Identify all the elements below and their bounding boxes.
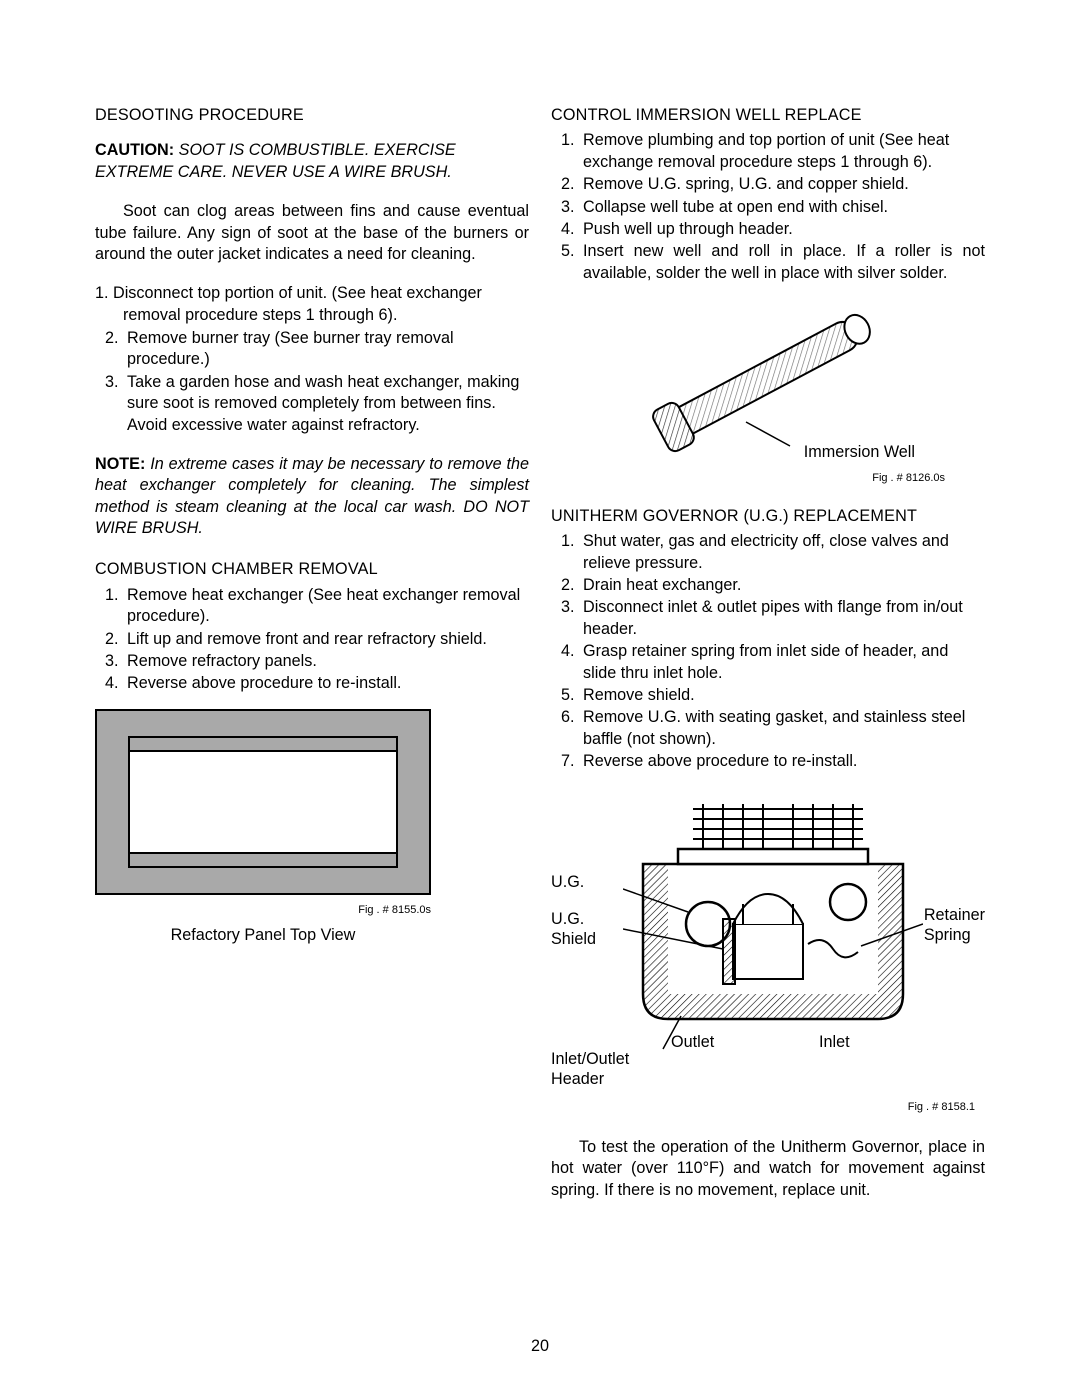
desooting-heading: DESOOTING PROCEDURE bbox=[95, 105, 529, 126]
ug-heading: UNITHERM GOVERNOR (U.G.) REPLACEMENT bbox=[551, 506, 985, 527]
desooting-step-1-cont: removal procedure steps 1 through 6). bbox=[123, 305, 529, 326]
caution-label: CAUTION: bbox=[95, 141, 174, 159]
desooting-step-1-line: 1. Disconnect top portion of unit. (See … bbox=[95, 283, 529, 304]
ug-fig-ref: Fig . # 8158.1 bbox=[551, 1100, 985, 1115]
caution-block: CAUTION: SOOT IS COMBUSTIBLE. EXERCISE E… bbox=[95, 140, 529, 183]
combustion-steps: Remove heat exchanger (See heat exchange… bbox=[95, 585, 529, 695]
left-column: DESOOTING PROCEDURE CAUTION: SOOT IS COM… bbox=[95, 105, 529, 1201]
ug-label-header: Inlet/OutletHeader bbox=[551, 1050, 629, 1089]
refactory-figure: Fig . # 8155.0s Refactory Panel Top View bbox=[95, 709, 431, 947]
note-label: NOTE: bbox=[95, 455, 145, 473]
ug-label-retainer: RetainerSpring bbox=[924, 906, 985, 945]
immersion-well-fig-ref: Fig . # 8126.0s bbox=[551, 471, 985, 486]
ug-step: Disconnect inlet & outlet pipes with fla… bbox=[579, 597, 985, 640]
ug-test-paragraph: To test the operation of the Unitherm Go… bbox=[551, 1137, 985, 1201]
combustion-step: Lift up and remove front and rear refrac… bbox=[123, 629, 529, 650]
desooting-step-3: Take a garden hose and wash heat exchang… bbox=[123, 372, 529, 436]
ug-step: Remove shield. bbox=[579, 685, 985, 706]
ug-diagram-icon bbox=[623, 794, 923, 1054]
refactory-panel-icon bbox=[95, 709, 431, 895]
page-number: 20 bbox=[0, 1336, 1080, 1357]
ug-figure: U.G. U.G. Shield RetainerSpring Outlet I… bbox=[551, 794, 985, 1084]
ug-label-shield-word: Shield bbox=[551, 930, 596, 948]
control-well-heading: CONTROL IMMERSION WELL REPLACE bbox=[551, 105, 985, 126]
control-well-step: Push well up through header. bbox=[579, 219, 985, 240]
immersion-well-icon bbox=[618, 294, 918, 464]
combustion-heading: COMBUSTION CHAMBER REMOVAL bbox=[95, 559, 529, 580]
control-well-step: Remove U.G. spring, U.G. and copper shie… bbox=[579, 174, 985, 195]
control-well-step: Collapse well tube at open end with chis… bbox=[579, 197, 985, 218]
refactory-fig-ref: Fig . # 8155.0s bbox=[95, 903, 431, 918]
combustion-step: Reverse above procedure to re-install. bbox=[123, 673, 529, 694]
control-well-step: Insert new well and roll in place. If a … bbox=[579, 241, 985, 284]
note-text: In extreme cases it may be necessary to … bbox=[95, 455, 529, 537]
ug-steps: Shut water, gas and electricity off, clo… bbox=[551, 531, 985, 772]
desooting-step-2: Remove burner tray (See burner tray remo… bbox=[123, 328, 529, 371]
refactory-fig-caption: Refactory Panel Top View bbox=[95, 925, 431, 946]
ug-step: Remove U.G. with seating gasket, and sta… bbox=[579, 707, 985, 750]
combustion-step: Remove heat exchanger (See heat exchange… bbox=[123, 585, 529, 628]
combustion-step: Remove refractory panels. bbox=[123, 651, 529, 672]
two-column-layout: DESOOTING PROCEDURE CAUTION: SOOT IS COM… bbox=[95, 105, 985, 1201]
control-well-step: Remove plumbing and top portion of unit … bbox=[579, 130, 985, 173]
control-well-steps: Remove plumbing and top portion of unit … bbox=[551, 130, 985, 284]
note-block: NOTE: In extreme cases it may be necessa… bbox=[95, 454, 529, 540]
immersion-well-caption: Immersion Well bbox=[804, 442, 915, 463]
desooting-steps: Remove burner tray (See burner tray remo… bbox=[95, 328, 529, 436]
ug-label-outlet: Outlet bbox=[671, 1032, 714, 1053]
desooting-intro: Soot can clog areas between fins and cau… bbox=[95, 201, 529, 265]
ug-label-inlet: Inlet bbox=[819, 1032, 850, 1053]
page: DESOOTING PROCEDURE CAUTION: SOOT IS COM… bbox=[0, 0, 1080, 1397]
immersion-well-figure bbox=[551, 294, 985, 464]
ug-step: Grasp retainer spring from inlet side of… bbox=[579, 641, 985, 684]
ug-label-ug: U.G. bbox=[551, 872, 584, 893]
right-column: CONTROL IMMERSION WELL REPLACE Remove pl… bbox=[551, 105, 985, 1201]
ug-step: Reverse above procedure to re-install. bbox=[579, 751, 985, 772]
ug-step: Shut water, gas and electricity off, clo… bbox=[579, 531, 985, 574]
ug-step: Drain heat exchanger. bbox=[579, 575, 985, 596]
ug-label-ug2: U.G. bbox=[551, 910, 584, 928]
